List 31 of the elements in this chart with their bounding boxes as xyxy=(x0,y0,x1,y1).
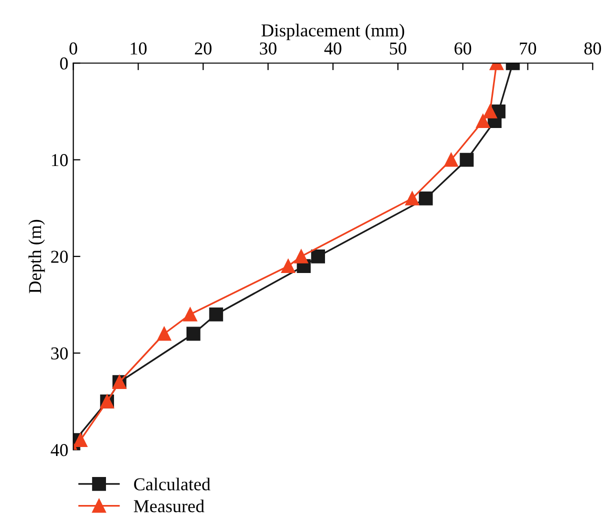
x-tick-label: 40 xyxy=(324,42,342,55)
x-tick-label: 20 xyxy=(194,42,212,55)
y-tick-label: 10 xyxy=(52,154,68,166)
x-tick-label: 50 xyxy=(390,42,406,55)
x-tick-label: 0 xyxy=(69,42,78,55)
point xyxy=(294,249,308,264)
point xyxy=(186,326,200,341)
legend-label: Measured xyxy=(134,500,204,512)
x-axis-title: Displacement (mm) xyxy=(262,24,404,40)
x-tick-label: 80 xyxy=(584,42,602,55)
point xyxy=(209,307,224,322)
point xyxy=(483,104,498,118)
point xyxy=(460,152,474,167)
y-tick-label: 0 xyxy=(60,57,68,70)
y-tick-label: 30 xyxy=(51,347,68,360)
point xyxy=(405,191,420,206)
x-tick-label: 10 xyxy=(130,42,147,55)
point xyxy=(157,326,172,341)
point xyxy=(183,307,198,322)
point xyxy=(311,249,326,264)
x-tick-label: 70 xyxy=(520,42,536,55)
legend-label: Calculated xyxy=(134,478,210,490)
point xyxy=(418,191,433,206)
point xyxy=(281,259,296,274)
y-axis-title: Depth (m) xyxy=(28,220,45,294)
point xyxy=(476,114,490,128)
y-tick-label: 20 xyxy=(51,250,68,263)
x-tick-label: 60 xyxy=(454,42,472,55)
point xyxy=(444,152,458,167)
y-tick-label: 40 xyxy=(50,444,68,456)
x-tick-label: 30 xyxy=(260,42,276,55)
